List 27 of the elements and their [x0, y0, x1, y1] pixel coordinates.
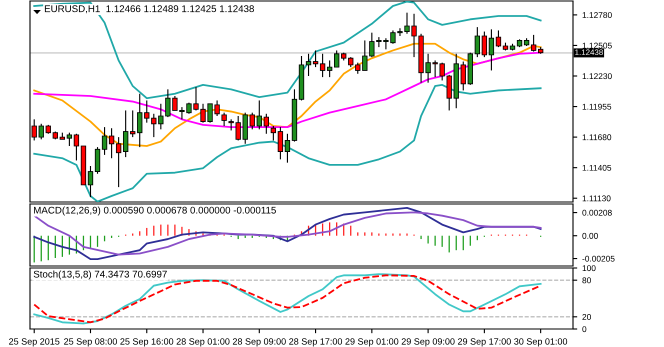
chart-title: EURUSD,H1 1.12466 1.12489 1.12425 1.12438	[44, 5, 254, 14]
x-tick-label: 29 Sep 17:00	[458, 338, 511, 346]
x-tick-label: 25 Sep 2015	[9, 338, 60, 346]
x-tick-label: 29 Sep 09:00	[402, 338, 455, 346]
y-tick-label: 80	[582, 277, 591, 284]
x-tick-label: 28 Sep 17:00	[289, 338, 342, 346]
y-tick-label: 1.11955	[582, 104, 612, 110]
x-tick-label: 25 Sep 16:00	[120, 338, 174, 346]
y-tick-label: 1.11680	[582, 134, 612, 140]
y-tick-label: 100	[582, 265, 596, 272]
y-tick-label: 1.11130	[582, 195, 611, 202]
y-tick-label: 1.12780	[582, 12, 612, 18]
y-tick-label: 1.12230	[582, 73, 612, 80]
y-tick-label: 20	[582, 314, 591, 320]
x-tick-label: 25 Sep 08:00	[64, 338, 117, 346]
y-tick-label: 0.00	[582, 232, 598, 239]
y-tick-label: 0	[582, 326, 586, 332]
chart-title: Stoch(13,5,8) 74.3473 70.6997	[34, 270, 167, 280]
x-tick-label: 29 Sep 01:00	[345, 338, 398, 346]
chart-title: MACD(12,26,9) 0.000590 0.000678 0.000000 -0.000115	[34, 206, 276, 216]
x-tick-label: 28 Sep 09:00	[232, 338, 286, 346]
y-tick-label: 0.00208	[582, 210, 612, 216]
y-tick-label: 1.12505	[582, 42, 612, 49]
x-tick-label: 30 Sep 01:00	[514, 338, 568, 346]
y-tick-label: 1.11405	[582, 164, 612, 171]
y-tick-label: -0.00205	[582, 256, 615, 262]
x-tick-label: 28 Sep 01:00	[176, 338, 230, 346]
